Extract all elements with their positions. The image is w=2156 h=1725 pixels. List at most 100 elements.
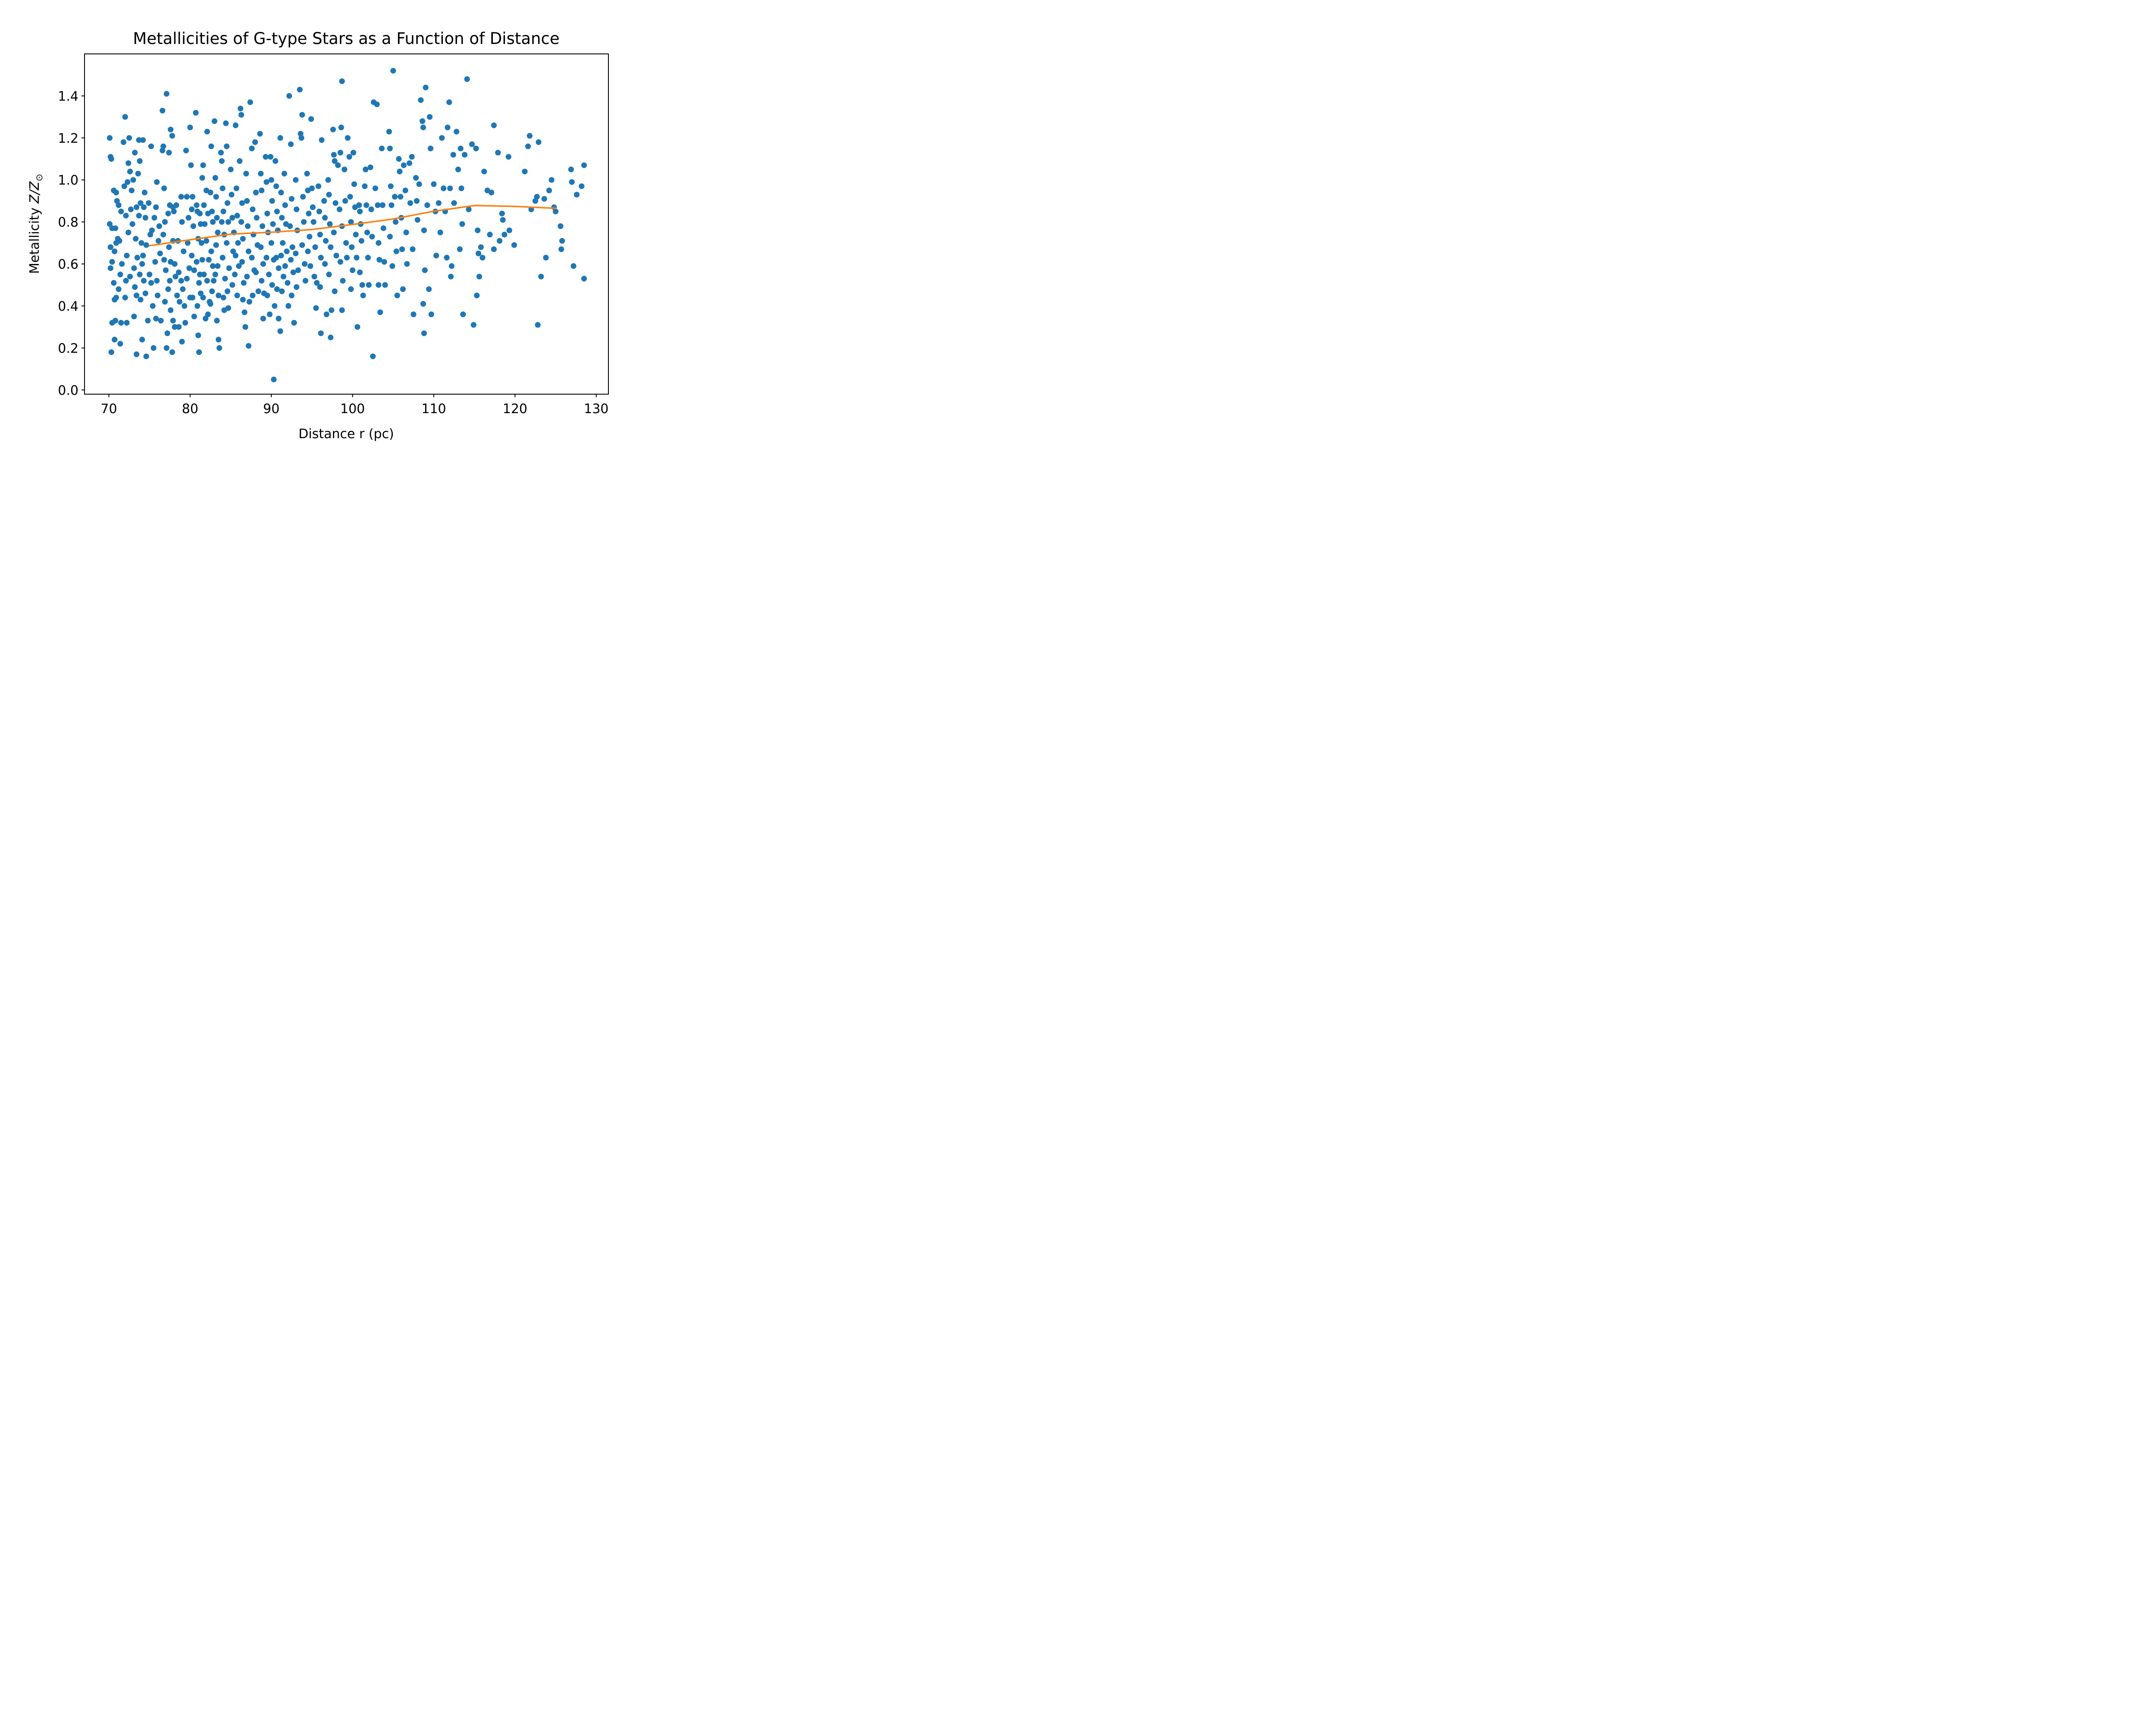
data-point [266,271,272,278]
data-point [325,177,331,183]
data-point [175,269,182,276]
y-axis: 0.0 0.2 0.4 0.6 0.8 1.0 1.2 1.4 [58,89,85,398]
data-point [204,129,210,135]
data-point [308,116,314,122]
data-point [149,227,155,233]
data-point [224,200,231,206]
data-point [399,246,405,252]
data-point [326,191,332,198]
data-point [142,290,148,296]
data-point [304,171,310,177]
data-point [170,317,176,324]
data-point [209,288,215,295]
data-point [214,317,220,324]
data-point [143,353,149,359]
data-point [113,189,119,195]
data-point [273,254,279,261]
data-point [222,276,228,282]
data-point [497,238,503,244]
data-point [394,292,400,298]
data-point [315,183,322,189]
data-point [184,276,190,282]
data-point [319,137,325,143]
data-point [154,292,161,298]
data-point [219,185,226,191]
data-point [150,345,157,351]
data-point [153,316,159,322]
data-point [469,141,475,147]
data-point [392,194,398,200]
data-point [293,177,299,183]
data-point [135,171,141,177]
data-point [238,106,244,112]
data-point [132,150,138,156]
data-point [243,171,249,177]
trend-line [148,204,557,247]
data-point [234,213,240,219]
data-point [581,162,587,168]
data-point [351,181,357,187]
data-point [357,208,363,214]
data-point [241,309,248,315]
data-point [136,213,142,219]
data-point [249,145,255,151]
data-point [329,307,335,313]
data-point [289,244,295,250]
x-tick-label: 110 [421,401,446,417]
data-point [234,292,240,298]
data-point [163,91,169,97]
data-point [228,166,234,172]
data-point [146,200,152,206]
data-point [259,278,265,284]
data-point [272,303,278,309]
data-point [126,135,132,141]
data-point [476,273,483,279]
data-point [342,166,348,172]
data-point [128,188,135,194]
data-point [414,198,420,204]
data-point [260,316,266,322]
data-point [239,200,245,206]
data-point [288,257,294,263]
data-point [433,253,439,259]
data-point [245,343,252,349]
data-point [138,240,144,246]
data-point [125,179,131,185]
data-point [244,273,250,279]
data-point [522,169,528,175]
data-point [278,253,284,259]
data-point [337,259,344,265]
data-point [301,219,307,225]
data-point [396,156,402,162]
data-point [348,286,354,292]
data-point [279,215,285,221]
data-point [458,185,464,191]
data-point [299,242,305,248]
data-point [558,223,564,229]
data-point [340,278,346,284]
data-point [113,317,119,324]
x-tick-label: 120 [503,401,527,417]
data-point [180,286,186,292]
data-point [223,120,229,126]
data-point [426,286,432,292]
data-point [209,208,215,214]
data-point [437,229,443,235]
data-point [208,143,214,149]
y-axis-label: Metallicity Z/Z⊙ [27,174,44,274]
data-point [309,185,315,191]
data-point [326,271,332,278]
data-point [421,330,427,336]
data-point [444,254,450,261]
data-point [107,135,113,141]
data-point [172,324,178,330]
data-point [392,219,399,225]
data-point [277,328,283,334]
data-point [225,219,232,225]
data-point [123,278,129,284]
data-point [236,263,242,269]
data-point [138,200,144,206]
data-point [168,307,174,313]
data-point [570,263,577,269]
data-point [241,280,247,286]
